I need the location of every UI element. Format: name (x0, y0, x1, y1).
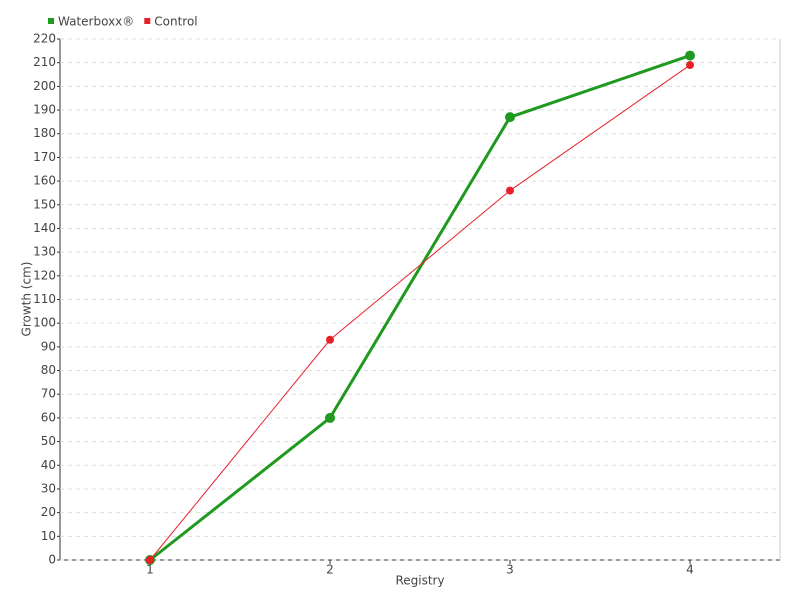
legend-swatch (144, 18, 151, 24)
y-tick-label: 60 (41, 410, 56, 424)
data-point (686, 61, 694, 70)
data-point (146, 556, 154, 564)
y-tick-label: 80 (41, 363, 56, 377)
series-line (149, 54, 691, 562)
y-tick-label: 100 (33, 316, 56, 330)
y-tick-label: 130 (33, 245, 56, 259)
data-point (506, 186, 514, 195)
x-tick-label: 1 (146, 563, 154, 577)
data-point (325, 412, 335, 423)
y-tick-label: 0 (48, 553, 56, 567)
y-tick-label: 110 (33, 292, 56, 306)
y-tick-label: 220 (33, 32, 56, 46)
data-point (685, 50, 695, 61)
y-tick-label: 10 (41, 529, 56, 543)
y-tick-label: 120 (33, 268, 56, 282)
series-line (149, 64, 691, 561)
y-tick-label: 20 (41, 505, 56, 519)
y-tick-label: 190 (33, 103, 56, 117)
data-point (326, 335, 334, 344)
y-tick-label: 150 (33, 197, 56, 211)
y-tick-label: 200 (33, 79, 56, 93)
x-tick-label: 3 (506, 563, 514, 577)
x-tick-label: 2 (326, 563, 334, 577)
y-tick-label: 40 (41, 458, 56, 472)
y-tick-label: 210 (33, 55, 56, 69)
y-tick-label: 160 (33, 174, 56, 188)
y-tick-label: 50 (41, 434, 56, 448)
y-tick-label: 90 (41, 339, 56, 353)
y-tick-label: 70 (41, 387, 56, 401)
y-tick-label: 170 (33, 150, 56, 164)
y-tick-label: 30 (41, 481, 56, 495)
legend-label: Waterboxx® (58, 15, 134, 29)
legend-label: Control (154, 15, 197, 29)
y-tick-label: 180 (33, 126, 56, 140)
y-axis-label: Growth (cm) (20, 262, 34, 337)
x-axis-label: Registry (395, 574, 444, 588)
data-point (505, 112, 515, 123)
legend-swatch (48, 18, 54, 24)
x-tick-label: 4 (686, 563, 694, 577)
y-tick-label: 140 (33, 221, 56, 235)
